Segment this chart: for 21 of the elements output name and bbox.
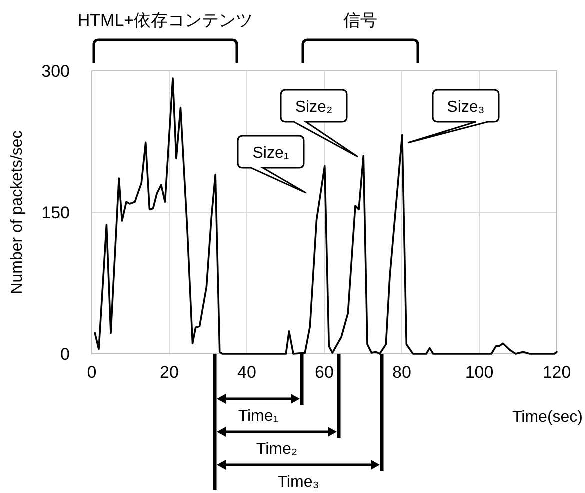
x-axis-title: Time(sec): [512, 409, 583, 426]
text: 信号: [344, 11, 378, 30]
annotation: Size₂: [295, 99, 333, 116]
x-tick-label: 20: [160, 363, 179, 382]
x-tick-label: 120: [542, 363, 572, 382]
x-tick-label: 80: [392, 363, 412, 382]
x-tick-label: 40: [238, 363, 256, 382]
annotation: Size₃: [447, 99, 485, 116]
text: Time₃: [278, 474, 320, 491]
text: Time₁: [238, 408, 279, 425]
y-axis-title: Number of packets/sec: [9, 130, 26, 294]
y-tick-label: 150: [42, 204, 70, 222]
x-tick-label: 60: [315, 363, 334, 382]
x-tick-label: 0: [87, 363, 97, 382]
line-series: [94, 78, 558, 355]
y-tick-label: 300: [42, 62, 70, 81]
y-tick-label: 0: [60, 345, 70, 364]
x-tick-label: 100: [465, 363, 494, 382]
text: Time₂: [256, 441, 298, 458]
text: HTML+依存コンテンツ: [78, 11, 254, 30]
annotation: Size₁: [252, 145, 290, 162]
